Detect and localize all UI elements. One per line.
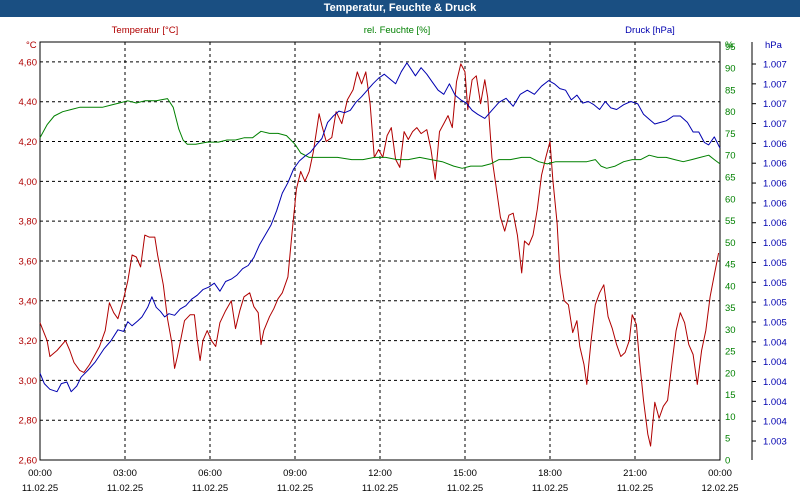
- x-tick-date: 11.02.25: [617, 483, 653, 494]
- x-tick-date: 11.02.25: [447, 483, 483, 494]
- temperature-axis-label: Temperatur [°C]: [112, 25, 179, 36]
- humidity-tick: 10: [725, 412, 736, 423]
- window-title: Temperatur, Feuchte & Druck: [0, 0, 800, 17]
- humidity-tick: 0: [725, 456, 730, 467]
- temperature-tick: 4,00: [19, 177, 38, 188]
- pressure-tick: 1.004: [763, 397, 787, 408]
- x-tick-date: 11.02.25: [192, 483, 228, 494]
- pressure-unit-label: hPa: [765, 40, 783, 51]
- temperature-tick: 2,60: [19, 456, 38, 467]
- pressure-axis-label: Druck [hPa]: [625, 25, 675, 36]
- pressure-tick: 1.005: [763, 317, 787, 328]
- x-tick-time: 00:00: [708, 468, 732, 479]
- time-tick-labels: 00:00 11.02.25 03:00 11.02.25 06:00 11.02.25 0…: [22, 468, 739, 494]
- temperature-unit-label: °C: [26, 40, 37, 51]
- x-tick-date: 11.02.25: [22, 483, 58, 494]
- pressure-tick: 1.005: [763, 298, 787, 309]
- x-tick-time: 06:00: [198, 468, 222, 479]
- temperature-tick: 4,60: [19, 57, 38, 68]
- temperature-tick: 3,20: [19, 336, 38, 347]
- pressure-tick: 1.004: [763, 357, 787, 368]
- axis-labels: Temperatur [°C] rel. Feuchte [%] Druck […: [26, 25, 783, 51]
- chart-series: [39, 62, 721, 447]
- humidity-tick: 60: [725, 194, 736, 205]
- weather-line-chart: Temperatur [°C] rel. Feuchte [%] Druck […: [19, 25, 787, 494]
- x-tick-time: 18:00: [538, 468, 562, 479]
- pressure-tick: 1.004: [763, 377, 787, 388]
- humidity-unit-label: %: [725, 40, 734, 51]
- humidity-tick-labels: 0 5 10 15 20 25 30 35 40 45 50 55 60 65 70 75 80 85 90 95: [725, 42, 753, 467]
- x-tick-date: 11.02.25: [532, 483, 568, 494]
- temperature-tick-labels: 2,60 2,80 3,00 3,20 3,40 3,60 3,80 4,00 4,20 4,40…: [19, 57, 38, 466]
- x-tick-time: 00:00: [28, 468, 52, 479]
- humidity-tick: 35: [725, 303, 736, 314]
- pressure-tick: 1.004: [763, 417, 787, 428]
- temperature-tick: 3,80: [19, 217, 38, 228]
- humidity-tick: 55: [725, 216, 736, 227]
- humidity-series-line: [39, 98, 721, 169]
- humidity-tick: 95: [725, 42, 736, 53]
- pressure-tick: 1.004: [763, 337, 787, 348]
- x-tick-time: 03:00: [113, 468, 137, 479]
- x-tick-date: 11.02.25: [362, 483, 398, 494]
- humidity-tick: 15: [725, 390, 736, 401]
- pressure-tick: 1.006: [763, 198, 787, 209]
- pressure-tick: 1.006: [763, 218, 787, 229]
- humidity-tick: 45: [725, 260, 736, 271]
- humidity-tick: 90: [725, 64, 736, 75]
- humidity-tick: 75: [725, 129, 736, 140]
- temperature-tick: 4,40: [19, 97, 38, 108]
- humidity-tick: 20: [725, 368, 736, 379]
- chart-grid: [39, 41, 721, 461]
- pressure-tick: 1.007: [763, 60, 787, 71]
- pressure-series-line: [39, 62, 721, 393]
- temperature-tick: 2,80: [19, 416, 38, 427]
- x-tick-time: 12:00: [368, 468, 392, 479]
- humidity-tick: 50: [725, 238, 736, 249]
- pressure-tick: 1.006: [763, 159, 787, 170]
- temperature-tick: 3,00: [19, 376, 38, 387]
- pressure-tick: 1.003: [763, 437, 787, 448]
- pressure-tick: 1.007: [763, 99, 787, 110]
- pressure-tick-labels: 1.003 1.004 1.004 1.004 1.004 1.004 1.005 1.005…: [752, 60, 787, 448]
- humidity-tick: 25: [725, 347, 736, 358]
- pressure-tick: 1.007: [763, 79, 787, 90]
- x-tick-date: 11.02.25: [277, 483, 313, 494]
- humidity-tick: 80: [725, 107, 736, 118]
- temperature-tick: 4,20: [19, 137, 38, 148]
- humidity-tick: 40: [725, 281, 736, 292]
- temperature-tick: 3,40: [19, 296, 38, 307]
- x-tick-time: 09:00: [283, 468, 307, 479]
- humidity-tick: 5: [725, 434, 730, 445]
- x-tick-time: 15:00: [453, 468, 477, 479]
- humidity-tick: 70: [725, 151, 736, 162]
- humidity-axis-label: rel. Feuchte [%]: [364, 25, 431, 36]
- humidity-tick: 85: [725, 85, 736, 96]
- pressure-tick: 1.007: [763, 119, 787, 130]
- pressure-tick: 1.005: [763, 238, 787, 249]
- temperature-tick: 3,60: [19, 256, 38, 267]
- temperature-series-line: [39, 63, 720, 447]
- x-tick-date: 12.02.25: [702, 483, 739, 494]
- pressure-tick: 1.006: [763, 179, 787, 190]
- pressure-tick: 1.005: [763, 258, 787, 269]
- x-tick-date: 11.02.25: [107, 483, 143, 494]
- pressure-tick: 1.006: [763, 139, 787, 150]
- humidity-tick: 65: [725, 172, 736, 183]
- humidity-tick: 30: [725, 325, 736, 336]
- x-tick-time: 21:00: [623, 468, 647, 479]
- pressure-tick: 1.005: [763, 278, 787, 289]
